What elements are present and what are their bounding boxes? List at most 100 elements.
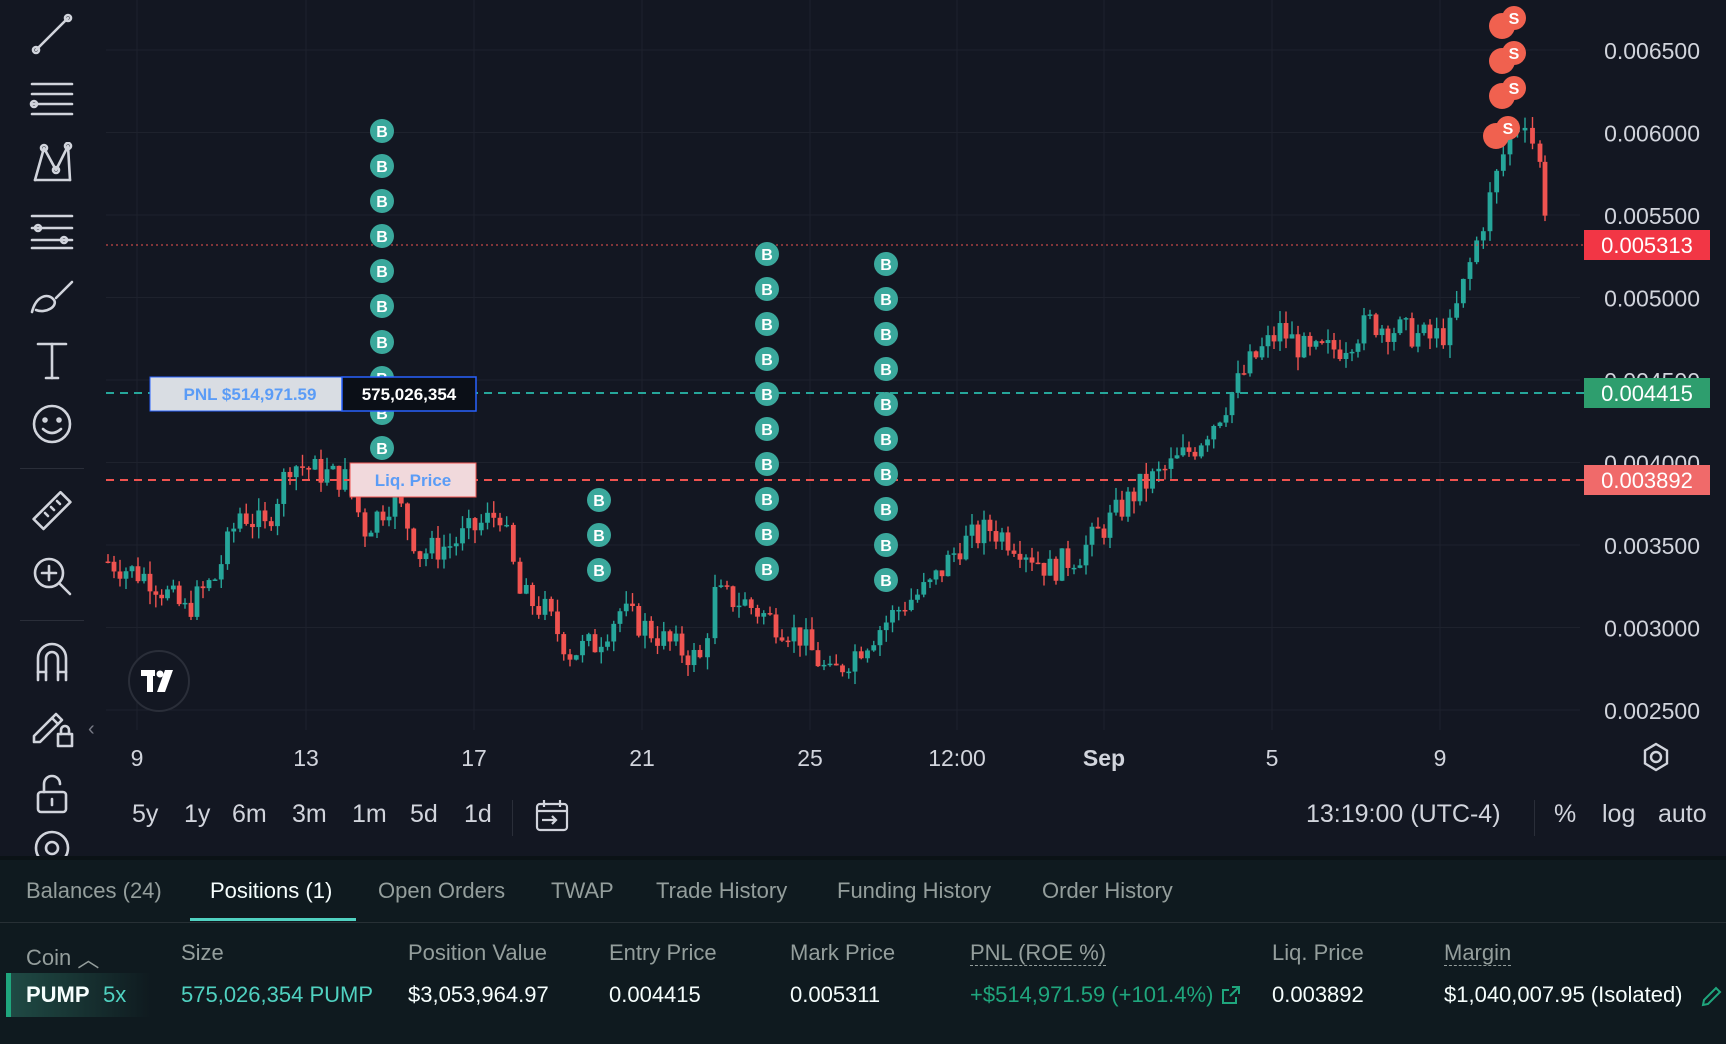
tab-balances[interactable]: Balances (24) — [26, 878, 162, 903]
buy-marker: B — [761, 492, 773, 509]
candle-body — [1180, 447, 1186, 456]
range-1m-button[interactable]: 1m — [352, 800, 387, 828]
tab-funding-history[interactable]: Funding History — [837, 878, 992, 903]
tab-trade-history[interactable]: Trade History — [656, 878, 788, 903]
range-1d-button[interactable]: 1d — [464, 800, 492, 828]
candle-body — [685, 655, 691, 666]
pattern-icon[interactable] — [22, 138, 82, 190]
tab-twap[interactable]: TWAP — [551, 878, 614, 903]
buy-marker: B — [880, 292, 892, 309]
unlock-icon[interactable] — [22, 768, 82, 820]
buy-marker-circle — [370, 330, 394, 354]
price-chart[interactable]: BBBBBBBBBBBBBBBBBBBBBBBBBBBBBBBBBSSSS 0.… — [0, 0, 1726, 858]
candle-body — [275, 503, 280, 527]
candle-body — [231, 528, 237, 532]
candle-body — [453, 543, 459, 547]
edit-margin-icon[interactable] — [1700, 984, 1724, 1013]
candle-body — [1522, 127, 1528, 131]
position-coin[interactable]: PUMP — [26, 982, 90, 1007]
candle-body — [318, 458, 324, 483]
candle-body — [580, 640, 585, 656]
candle-body — [623, 603, 629, 612]
candle-body — [374, 511, 380, 533]
candle-body — [846, 671, 852, 674]
emoji-icon[interactable] — [22, 398, 82, 450]
tab-open-orders[interactable]: Open Orders — [378, 878, 506, 903]
trend-line-icon[interactable] — [22, 8, 82, 60]
column-coin-header[interactable]: Coin ︿ — [26, 940, 99, 972]
candle-body — [1500, 154, 1506, 171]
brush-icon[interactable] — [22, 270, 82, 322]
candle-body — [661, 631, 667, 646]
buy-marker-circle — [874, 427, 898, 451]
chart-settings-icon[interactable] — [1641, 742, 1671, 777]
log-scale-button[interactable]: log — [1602, 800, 1636, 828]
range-3m-button[interactable]: 3m — [292, 800, 327, 828]
tab-order-history[interactable]: Order History — [1042, 878, 1173, 903]
buy-marker-circle — [755, 452, 779, 476]
pnl-label: PNL $514,971.59 — [184, 385, 317, 404]
candle-body — [877, 630, 883, 646]
chart-clock: 13:19:00 (UTC-4) — [1306, 800, 1501, 828]
ruler-icon[interactable] — [22, 486, 82, 538]
candle-body — [1035, 562, 1041, 565]
column-mark-price-header[interactable]: Mark Price — [790, 940, 896, 965]
candle-body — [1192, 451, 1198, 457]
candle-body — [1217, 422, 1223, 427]
buy-marker-circle — [755, 557, 779, 581]
horizontal-lines-icon[interactable] — [22, 74, 82, 126]
liq-tag-box — [349, 462, 477, 498]
zoom-icon[interactable] — [22, 550, 82, 602]
fib-icon[interactable] — [22, 204, 82, 256]
candle-body — [927, 579, 933, 583]
column-margin-header[interactable]: Margin — [1444, 940, 1512, 966]
candle-body — [380, 511, 386, 521]
buy-marker: B — [376, 159, 388, 176]
time-axis-label: 9 — [1434, 745, 1447, 771]
candle-body — [785, 640, 791, 643]
column-position-value-header[interactable]: Position Value — [408, 940, 548, 965]
lock-drawing-icon[interactable] — [22, 700, 82, 752]
candle-body — [981, 519, 987, 544]
text-icon[interactable] — [22, 334, 82, 386]
candle-body — [871, 645, 877, 651]
price-axis-label: 0.005000 — [1604, 286, 1700, 312]
tab-positions[interactable]: Positions (1) — [210, 878, 333, 903]
candle-body — [1325, 340, 1331, 344]
drawing-toolbar — [0, 0, 104, 858]
position-liq-price: 0.003892 — [1272, 982, 1364, 1007]
column-liq-price-header[interactable]: Liq. Price — [1272, 940, 1364, 965]
auto-scale-button[interactable]: auto — [1658, 800, 1707, 828]
candle-body — [858, 651, 864, 659]
range-6m-button[interactable]: 6m — [232, 800, 267, 828]
range-5y-button[interactable]: 5y — [132, 800, 159, 828]
candle-body — [1089, 526, 1095, 545]
magnet-icon[interactable] — [22, 636, 82, 688]
share-pnl-icon[interactable] — [1220, 984, 1242, 1011]
candle-body — [999, 532, 1005, 542]
column-pnl-header[interactable]: PNL (ROE %) — [970, 940, 1107, 966]
position-value: $3,053,964.97 — [408, 982, 549, 1007]
range-1y-button[interactable]: 1y — [184, 800, 211, 828]
collapse-toolbar-icon[interactable]: ‹ — [88, 718, 95, 740]
candle-body — [933, 570, 939, 580]
column-size-header[interactable]: Size — [181, 940, 224, 965]
candle-body — [667, 631, 673, 642]
range-5d-button[interactable]: 5d — [410, 800, 438, 828]
candle-body — [530, 584, 535, 607]
buy-marker-circle — [755, 417, 779, 441]
date-range-icon[interactable] — [534, 798, 570, 839]
column-entry-price-header[interactable]: Entry Price — [609, 940, 717, 965]
candle-body — [803, 629, 809, 646]
candle-body — [188, 602, 194, 617]
percent-scale-button[interactable]: % — [1554, 800, 1577, 828]
candle-body — [262, 510, 268, 522]
buy-marker: B — [880, 573, 892, 590]
position-entry-price: 0.004415 — [609, 982, 701, 1007]
eye-icon[interactable] — [22, 826, 82, 858]
time-axis-label: 17 — [461, 745, 487, 771]
buy-marker: B — [761, 387, 773, 404]
sell-marker: S — [1509, 46, 1520, 63]
candle-body — [1277, 323, 1283, 342]
candle-body — [1156, 468, 1162, 472]
